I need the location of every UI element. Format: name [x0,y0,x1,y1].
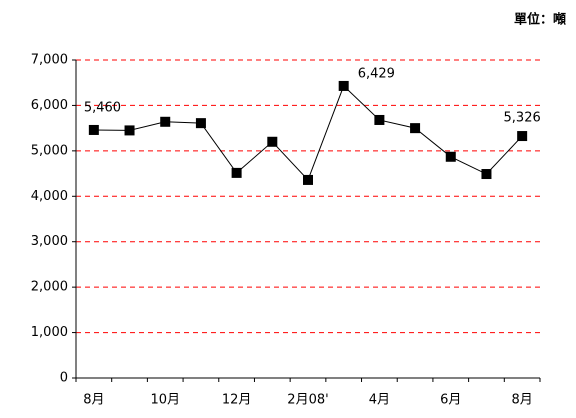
marker [124,125,135,136]
marker [195,118,206,129]
x-tick-label: 6月 [440,393,461,408]
x-tick-label: 12月 [222,393,252,408]
marker [410,123,421,134]
marker [445,151,456,162]
marker [88,124,99,135]
y-tick-label: 6,000 [31,98,68,113]
x-tick-label: 8月 [512,393,533,408]
x-tick-label: 10月 [150,393,180,408]
marker [231,167,242,178]
x-tick-label: 2月08' [287,393,328,408]
marker [338,80,349,91]
series-line [93,85,523,181]
marker [303,174,313,185]
marker [267,136,278,147]
y-tick-label: 4,000 [31,189,68,204]
y-tick-label: 0 [60,371,68,386]
y-tick-label: 3,000 [31,234,68,249]
marker [160,116,171,127]
y-tick-label: 7,000 [31,53,68,68]
marker [374,114,385,125]
value-label: 5,460 [84,100,121,115]
marker [517,131,528,142]
x-tick-label: 4月 [369,393,390,408]
value-label: 5,326 [504,111,541,126]
y-tick-label: 5,000 [31,143,68,158]
y-tick-label: 2,000 [31,280,68,295]
marker [481,169,492,180]
value-label: 6,429 [358,66,395,81]
x-tick-label: 8月 [83,393,104,408]
y-tick-label: 1,000 [31,325,68,340]
unit-label: 單位：噸 [514,12,566,28]
